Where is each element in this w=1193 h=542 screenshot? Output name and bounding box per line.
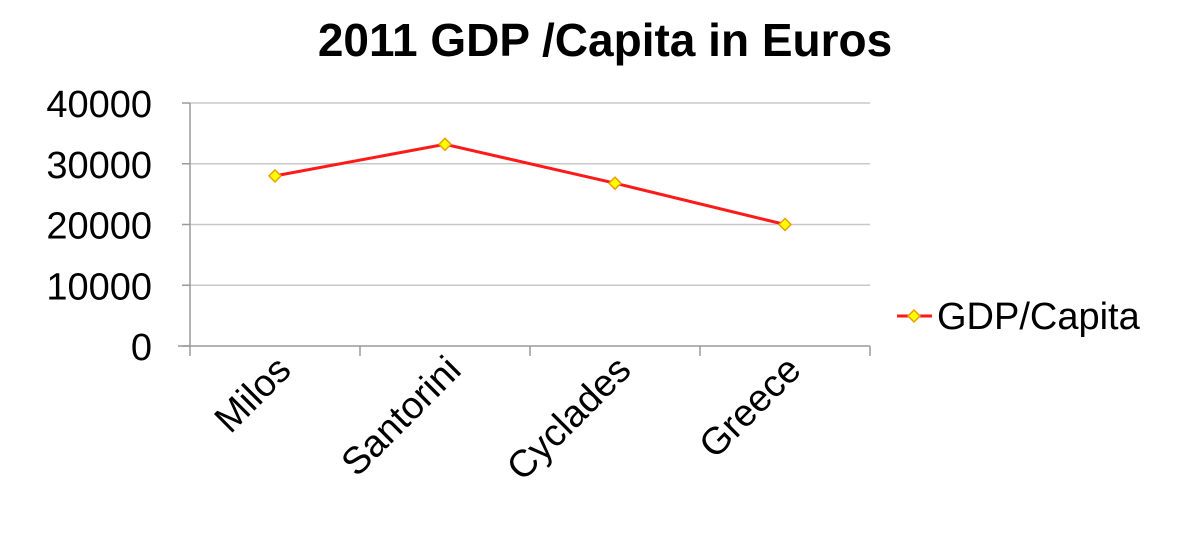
y-tick-label: 10000: [46, 266, 152, 308]
series-line: [274, 142, 786, 226]
y-tick-label: 30000: [46, 145, 152, 187]
gridlines: [190, 102, 870, 286]
legend-label: GDP/Capita: [937, 296, 1141, 338]
chart-title: 2011 GDP /Capita in Euros: [318, 14, 892, 66]
data-point: [777, 217, 793, 232]
x-tick-label: Cyclades: [499, 349, 639, 489]
legend: GDP/Capita: [897, 296, 1141, 338]
y-tick-label: 40000: [46, 84, 152, 126]
axes: [178, 102, 871, 356]
x-axis-tick-labels: Milos Santorini Cyclades Greece: [207, 349, 809, 489]
legend-marker-swatch: [906, 308, 922, 324]
y-tick-label: 0: [131, 327, 152, 369]
series-layer: [267, 137, 793, 232]
x-tick-label: Milos: [207, 349, 299, 441]
y-tick-label: 20000: [46, 206, 152, 248]
y-axis-tick-labels: 0 10000 20000 30000 40000: [46, 84, 152, 369]
data-point: [267, 168, 283, 183]
x-tick-label: Santorini: [334, 349, 470, 485]
data-point: [607, 176, 623, 191]
x-tick-label: Greece: [692, 349, 810, 467]
data-point: [437, 137, 453, 152]
